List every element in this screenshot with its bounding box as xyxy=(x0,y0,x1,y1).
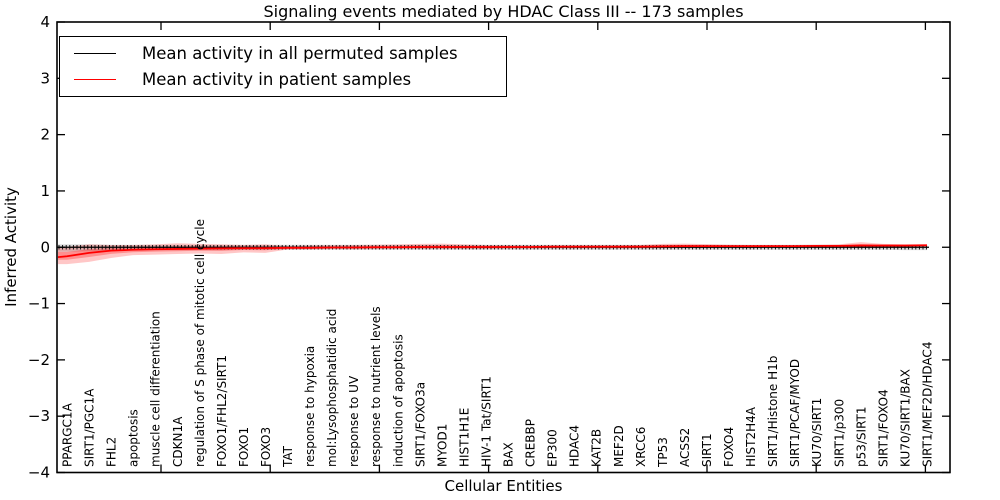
x-tick-label: KU70/SIRT1/BAX xyxy=(898,369,912,467)
legend-item-patient: Mean activity in patient samples xyxy=(74,70,506,89)
x-tick-label: SIRT1/MEF2D/HDAC4 xyxy=(921,342,935,467)
x-tick-label: TP53 xyxy=(656,437,670,468)
patient-mean-line xyxy=(57,244,928,258)
x-tick-label: HIST1H1E xyxy=(457,408,471,467)
x-tick-label: HDAC4 xyxy=(568,425,582,467)
x-axis-label: Cellular Entities xyxy=(444,477,563,495)
x-tick-label: KAT2B xyxy=(590,429,604,467)
y-tick-label: −4 xyxy=(28,464,50,482)
x-tick-label: FOXO3 xyxy=(259,427,273,467)
x-tick-label: BAX xyxy=(502,442,516,467)
legend-label-patient: Mean activity in patient samples xyxy=(142,69,412,89)
x-tick-label: response to hypoxia xyxy=(303,346,317,467)
y-tick-label: −3 xyxy=(28,407,50,425)
permuted-line-swatch xyxy=(74,53,116,55)
y-tick-label: −2 xyxy=(28,351,50,369)
x-tick-label: SIRT1/FOXO4 xyxy=(876,389,890,467)
x-tick-label: SIRT1/Histone H1b xyxy=(766,356,780,467)
y-tick-label: 0 xyxy=(40,238,50,256)
x-tick-label: muscle cell differentiation xyxy=(149,311,163,467)
x-tick-label: FOXO1 xyxy=(237,427,251,467)
x-tick-label: XRCC6 xyxy=(634,427,648,467)
x-tick-label: PPARGC1A xyxy=(61,402,75,467)
x-tick-label: response to UV xyxy=(347,375,361,467)
y-tick-label: 2 xyxy=(40,126,50,144)
x-tick-label: KU70/SIRT1 xyxy=(810,398,824,467)
x-tick-label: SIRT1/p300 xyxy=(832,399,846,467)
x-tick-label: TAT xyxy=(281,445,295,468)
legend-label-permuted: Mean activity in all permuted samples xyxy=(142,44,458,64)
x-tick-label: SIRT1 xyxy=(700,433,714,467)
x-tick-label: MEF2D xyxy=(612,425,626,467)
legend: Mean activity in all permuted samples Me… xyxy=(59,36,507,97)
x-tick-label: apoptosis xyxy=(127,409,141,467)
x-tick-label: p53/SIRT1 xyxy=(854,406,868,467)
x-tick-label: FOXO4 xyxy=(722,427,736,467)
x-tick-label: HIST2H4A xyxy=(744,406,758,467)
x-tick-label: CDKN1A xyxy=(171,416,185,467)
x-tick-label: HIV-1 Tat/SIRT1 xyxy=(479,376,493,467)
x-tick-label: ACSS2 xyxy=(678,428,692,467)
legend-item-permuted: Mean activity in all permuted samples xyxy=(74,44,506,63)
x-tick-label: regulation of S phase of mitotic cell cy… xyxy=(193,219,207,467)
y-tick-label: −1 xyxy=(28,295,50,313)
x-tick-label: SIRT1/PGC1A xyxy=(83,388,97,467)
x-tick-label: FHL2 xyxy=(105,437,119,467)
x-tick-label: response to nutrient levels xyxy=(369,306,383,467)
y-tick-label: 4 xyxy=(40,13,50,31)
x-tick-label: MYOD1 xyxy=(435,424,449,467)
x-tick-label: FOXO1/FHL2/SIRT1 xyxy=(215,355,229,467)
y-tick-label: 3 xyxy=(40,69,50,87)
x-tick-label: mol:Lysophosphatidic acid xyxy=(325,309,339,467)
x-tick-label: EP300 xyxy=(546,429,560,467)
x-tick-label: SIRT1/FOXO3a xyxy=(413,382,427,467)
y-tick-label: 1 xyxy=(40,182,50,200)
x-tick-label: SIRT1/PCAF/MYOD xyxy=(788,359,802,467)
x-tick-label: induction of apoptosis xyxy=(391,334,405,467)
patient-line-swatch xyxy=(74,78,116,80)
chart-title: Signaling events mediated by HDAC Class … xyxy=(263,2,744,21)
x-tick-label: CREBBP xyxy=(524,419,538,467)
